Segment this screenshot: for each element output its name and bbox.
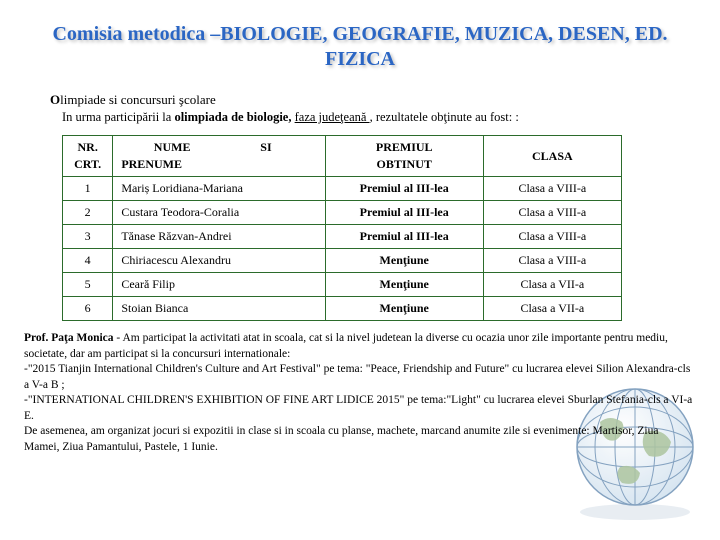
cell-nr: 4: [63, 249, 113, 273]
cell-nr: 3: [63, 225, 113, 249]
table-row: 2Custara Teodora-CoraliaPremiul al III-l…: [63, 201, 622, 225]
paragraph-text: - Am participat la activitati atat in sc…: [24, 332, 692, 453]
col-crt: CRT.: [63, 156, 113, 177]
table-row: 1Mariș Loridiana-MarianaPremiul al III-l…: [63, 177, 622, 201]
intro-underline: faza judeţeană: [295, 110, 370, 124]
cell-clasa: Clasa a VII-a: [483, 297, 621, 321]
section-subtitle: Olimpiade si concursuri şcolare: [50, 92, 700, 108]
cell-name: Chiriacescu Alexandru: [113, 249, 325, 273]
intro-after: , rezultatele obţinute au fost: :: [370, 110, 519, 124]
col-nume-top: NUMESI: [113, 136, 325, 157]
cell-nr: 1: [63, 177, 113, 201]
intro-bold: olimpiada de biologie,: [174, 110, 294, 124]
col-prenume: PRENUME: [113, 156, 325, 177]
cell-name: Tănase Răzvan-Andrei: [113, 225, 325, 249]
cell-clasa: Clasa a VIII-a: [483, 177, 621, 201]
cell-clasa: Clasa a VII-a: [483, 273, 621, 297]
intro-before: In urma participării la: [62, 110, 174, 124]
subtitle-leadcap: O: [50, 92, 60, 107]
table-row: 6Stoian BiancaMenţiuneClasa a VII-a: [63, 297, 622, 321]
cell-prize: Menţiune: [325, 249, 483, 273]
col-premiul: PREMIUL: [325, 136, 483, 157]
col-nr: NR.: [63, 136, 113, 157]
results-table: NR. NUMESI PREMIUL CLASA CRT. PRENUME OB…: [62, 135, 622, 321]
cell-clasa: Clasa a VIII-a: [483, 201, 621, 225]
subtitle-text: limpiade si concursuri şcolare: [60, 92, 216, 107]
cell-prize: Menţiune: [325, 273, 483, 297]
cell-prize: Premiul al III-lea: [325, 201, 483, 225]
cell-name: Stoian Bianca: [113, 297, 325, 321]
cell-prize: Premiul al III-lea: [325, 177, 483, 201]
table-row: 5Ceară FilipMenţiuneClasa a VII-a: [63, 273, 622, 297]
paragraph: Prof. Paţa Monica - Am participat la act…: [24, 331, 696, 455]
table-body: 1Mariș Loridiana-MarianaPremiul al III-l…: [63, 177, 622, 321]
cell-clasa: Clasa a VIII-a: [483, 225, 621, 249]
cell-nr: 6: [63, 297, 113, 321]
cell-name: Mariș Loridiana-Mariana: [113, 177, 325, 201]
table-row: 3Tănase Răzvan-AndreiPremiul al III-leaC…: [63, 225, 622, 249]
table-row: 4Chiriacescu AlexandruMenţiuneClasa a VI…: [63, 249, 622, 273]
cell-prize: Premiul al III-lea: [325, 225, 483, 249]
page-title: Comisia metodica –BIOLOGIE, GEOGRAFIE, M…: [20, 22, 700, 72]
col-clasa: CLASA: [483, 136, 621, 177]
cell-clasa: Clasa a VIII-a: [483, 249, 621, 273]
cell-nr: 5: [63, 273, 113, 297]
cell-nr: 2: [63, 201, 113, 225]
col-obtinut: OBTINUT: [325, 156, 483, 177]
intro-sentence: In urma participării la olimpiada de bio…: [62, 110, 700, 125]
cell-name: Custara Teodora-Coralia: [113, 201, 325, 225]
table-header-row-1: NR. NUMESI PREMIUL CLASA: [63, 136, 622, 157]
prof-name: Prof. Paţa Monica: [24, 332, 114, 344]
cell-prize: Menţiune: [325, 297, 483, 321]
cell-name: Ceară Filip: [113, 273, 325, 297]
